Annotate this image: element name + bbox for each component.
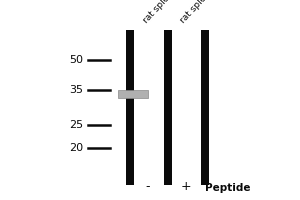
Text: 20: 20 (69, 143, 83, 153)
Bar (201, 30, 209, 185)
Text: 50: 50 (69, 55, 83, 65)
Text: 35: 35 (69, 85, 83, 95)
Text: Peptide: Peptide (205, 183, 250, 193)
Bar (118, 90, 148, 98)
Text: -: - (146, 180, 150, 193)
Bar (126, 30, 134, 185)
Text: +: + (181, 180, 191, 193)
Text: rat spleen: rat spleen (178, 0, 216, 25)
Bar (164, 30, 172, 185)
Text: rat spleen: rat spleen (141, 0, 179, 25)
Text: 25: 25 (69, 120, 83, 130)
